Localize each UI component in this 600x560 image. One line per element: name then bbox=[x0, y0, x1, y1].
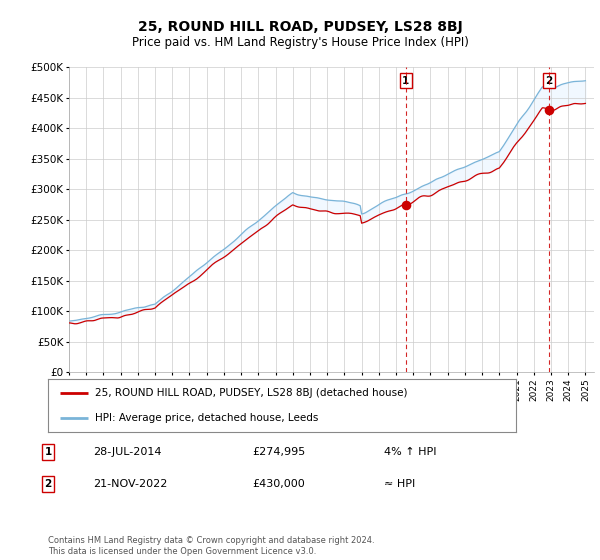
Text: Contains HM Land Registry data © Crown copyright and database right 2024.
This d: Contains HM Land Registry data © Crown c… bbox=[48, 536, 374, 556]
Point bbox=[544, 105, 554, 114]
Text: Price paid vs. HM Land Registry's House Price Index (HPI): Price paid vs. HM Land Registry's House … bbox=[131, 36, 469, 49]
Text: 1: 1 bbox=[402, 76, 409, 86]
Text: £430,000: £430,000 bbox=[252, 479, 305, 489]
Text: 25, ROUND HILL ROAD, PUDSEY, LS28 8BJ (detached house): 25, ROUND HILL ROAD, PUDSEY, LS28 8BJ (d… bbox=[95, 389, 407, 399]
Text: 4% ↑ HPI: 4% ↑ HPI bbox=[384, 447, 437, 457]
Point bbox=[401, 200, 410, 209]
Text: 1: 1 bbox=[44, 447, 52, 457]
Text: ≈ HPI: ≈ HPI bbox=[384, 479, 415, 489]
Text: 25, ROUND HILL ROAD, PUDSEY, LS28 8BJ: 25, ROUND HILL ROAD, PUDSEY, LS28 8BJ bbox=[137, 20, 463, 34]
Text: £274,995: £274,995 bbox=[252, 447, 305, 457]
Text: 2: 2 bbox=[545, 76, 553, 86]
Text: 21-NOV-2022: 21-NOV-2022 bbox=[93, 479, 167, 489]
Text: 2: 2 bbox=[44, 479, 52, 489]
Text: 28-JUL-2014: 28-JUL-2014 bbox=[93, 447, 161, 457]
Text: HPI: Average price, detached house, Leeds: HPI: Average price, detached house, Leed… bbox=[95, 413, 318, 423]
